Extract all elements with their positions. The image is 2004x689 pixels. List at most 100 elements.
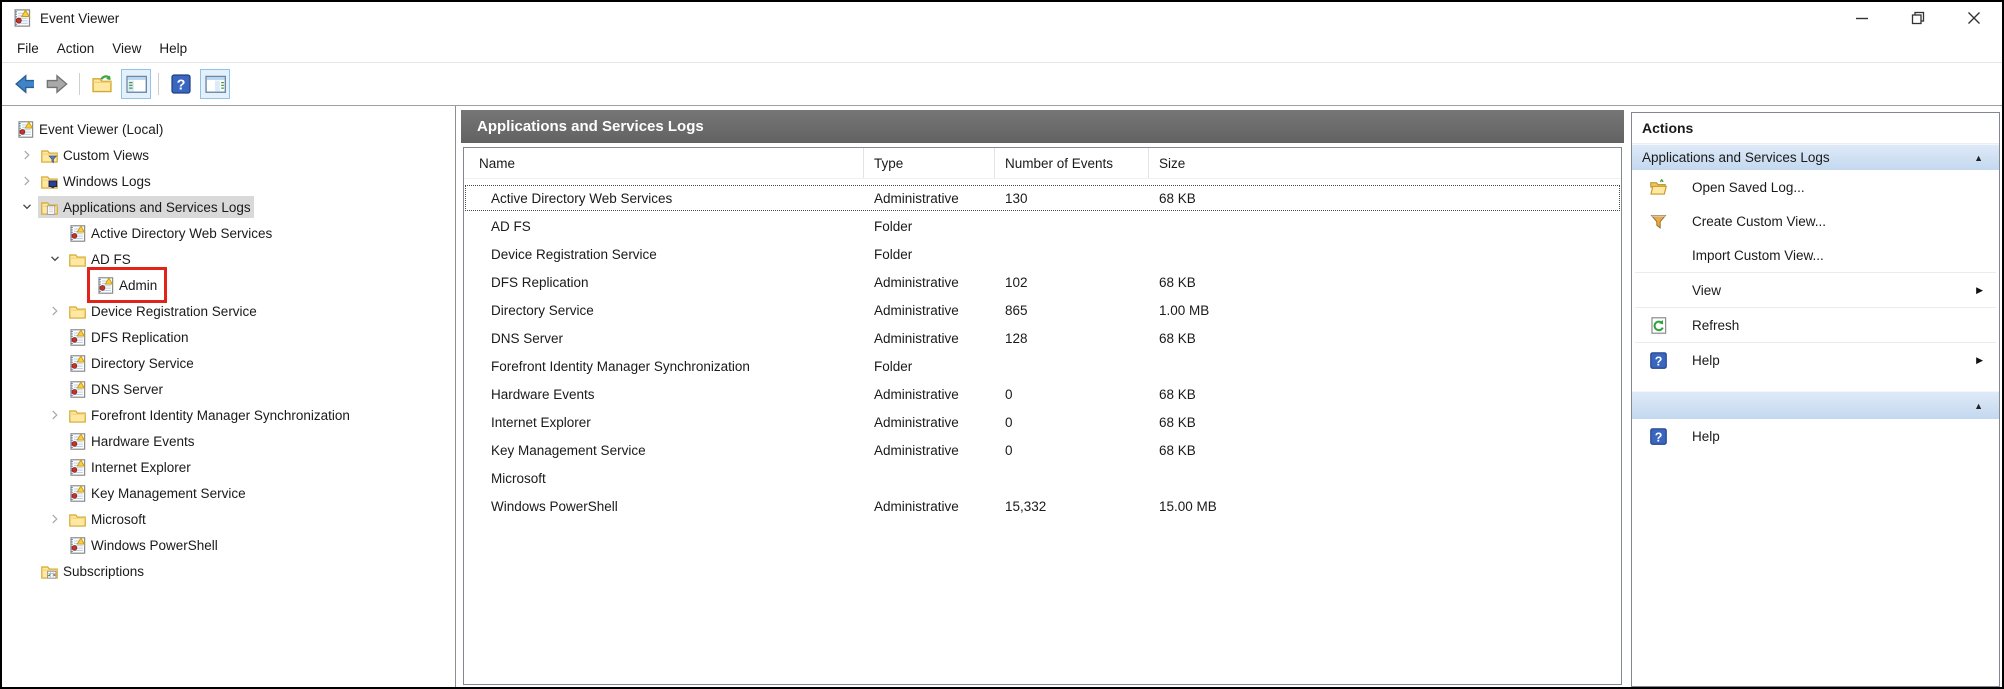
action-item-create-custom-view[interactable]: Create Custom View... bbox=[1632, 204, 1999, 238]
menu-file[interactable]: File bbox=[17, 40, 39, 56]
svg-text:?: ? bbox=[1654, 430, 1662, 444]
column-header-name[interactable]: Name bbox=[464, 148, 864, 178]
tree-item-device-registration-service[interactable]: Device Registration Service bbox=[2, 298, 455, 324]
log-name-cell: Key Management Service bbox=[491, 442, 646, 458]
help-icon: ? bbox=[1647, 350, 1669, 370]
toolbar-folder-open-button[interactable] bbox=[87, 69, 117, 99]
log-events-cell: 0 bbox=[1005, 442, 1013, 458]
action-item-label: Help bbox=[1692, 352, 1720, 368]
toolbar-action-pane-button[interactable] bbox=[200, 69, 230, 99]
chevron-expanded-icon[interactable] bbox=[16, 198, 38, 216]
toolbar-back-button[interactable] bbox=[8, 69, 38, 99]
log-list-header-row: Name Type Number of Events Size bbox=[464, 148, 1621, 179]
tree-item-event-viewer-local[interactable]: Event Viewer (Local) bbox=[2, 116, 455, 142]
log-row-microsoft[interactable]: Microsoft bbox=[464, 464, 1621, 492]
log-name-cell: Microsoft bbox=[491, 470, 546, 486]
tree-item-dns-server[interactable]: DNS Server bbox=[2, 376, 455, 402]
log-name-cell: Active Directory Web Services bbox=[491, 190, 673, 206]
tree-item-dfs-replication[interactable]: DFS Replication bbox=[2, 324, 455, 350]
log-row-directory-service[interactable]: Directory Service Administrative 865 1.00 M… bbox=[464, 296, 1621, 324]
toolbar-console-tree-button[interactable] bbox=[121, 69, 151, 99]
log-row-dns-server[interactable]: DNS Server Administrative 128 68 KB bbox=[464, 324, 1621, 352]
log-row-internet-explorer[interactable]: Internet Explorer Administrative 0 68 KB bbox=[464, 408, 1621, 436]
content-area: Event Viewer (Local) Custom Views Windows … bbox=[2, 106, 2002, 687]
folder-monitor-icon bbox=[38, 172, 60, 190]
menu-action[interactable]: Action bbox=[56, 40, 95, 56]
log-type-cell: Administrative bbox=[874, 414, 959, 430]
column-header-size[interactable]: Size bbox=[1159, 155, 1186, 171]
action-item-help[interactable]: ? Help ▶ bbox=[1632, 343, 1999, 377]
log-list: Name Type Number of Events Size Active Dire… bbox=[463, 147, 1622, 685]
help-icon: ? bbox=[1647, 426, 1669, 446]
actions-sections: Applications and Services Logs ▲ Open Save… bbox=[1632, 144, 1999, 453]
close-button[interactable] bbox=[1946, 2, 2002, 34]
column-header-number-of-events[interactable]: Number of Events bbox=[995, 148, 1149, 178]
action-item-label: View bbox=[1692, 282, 1722, 298]
tree-item-subscriptions[interactable]: Subscriptions bbox=[2, 558, 455, 584]
menu-help[interactable]: Help bbox=[159, 40, 188, 56]
toolbar-forward-button[interactable] bbox=[42, 69, 72, 99]
tree-item-applications-and-services-logs[interactable]: Applications and Services Logs bbox=[2, 194, 455, 220]
funnel-icon bbox=[1647, 211, 1669, 231]
actions-separator bbox=[1635, 307, 1996, 308]
console-tree-icon bbox=[125, 73, 147, 95]
folder-page-icon bbox=[38, 198, 60, 216]
menu-view[interactable]: View bbox=[112, 40, 142, 56]
actions-section-header-blank[interactable]: ▲ bbox=[1632, 391, 1999, 419]
chevron-collapsed-icon[interactable] bbox=[44, 510, 66, 528]
tree-item-custom-views[interactable]: Custom Views bbox=[2, 142, 455, 168]
log-name-cell: Device Registration Service bbox=[491, 246, 657, 262]
tree-item-microsoft[interactable]: Microsoft bbox=[2, 506, 455, 532]
tree-item-admin[interactable]: Admin bbox=[2, 267, 455, 303]
column-header-type[interactable]: Type bbox=[864, 148, 995, 178]
tree-item-label: Directory Service bbox=[91, 355, 194, 371]
svg-text:?: ? bbox=[1654, 354, 1662, 368]
folder-icon bbox=[66, 250, 88, 268]
collapse-arrow[interactable]: ▲ bbox=[1974, 400, 1983, 411]
log-row-key-management-service[interactable]: Key Management Service Administrative 0 68 … bbox=[464, 436, 1621, 464]
tree-item-ad-fs[interactable]: AD FS bbox=[2, 246, 455, 272]
toolbar-separator bbox=[158, 73, 159, 95]
tree-item-label: AD FS bbox=[91, 251, 131, 267]
tree-item-active-directory-web-services[interactable]: Active Directory Web Services bbox=[2, 220, 455, 246]
chevron-collapsed-icon[interactable] bbox=[16, 146, 38, 164]
log-row-device-registration-service[interactable]: Device Registration Service Folder bbox=[464, 240, 1621, 268]
action-item-help[interactable]: ? Help bbox=[1632, 419, 1999, 453]
event-viewer-icon bbox=[14, 120, 36, 138]
annotation-box: Admin bbox=[86, 267, 168, 303]
tree-item-windows-logs[interactable]: Windows Logs bbox=[2, 168, 455, 194]
log-row-hardware-events[interactable]: Hardware Events Administrative 0 68 KB bbox=[464, 380, 1621, 408]
chevron-collapsed-icon[interactable] bbox=[16, 172, 38, 190]
chevron-spacer bbox=[44, 224, 66, 242]
action-item-open-saved-log[interactable]: Open Saved Log... bbox=[1632, 170, 1999, 204]
collapse-arrow[interactable]: ▲ bbox=[1974, 152, 1983, 163]
log-row-dfs-replication[interactable]: DFS Replication Administrative 102 68 KB bbox=[464, 268, 1621, 296]
chevron-collapsed-icon[interactable] bbox=[44, 406, 66, 424]
chevron-collapsed-icon[interactable] bbox=[44, 302, 66, 320]
action-item-view[interactable]: View ▶ bbox=[1632, 273, 1999, 307]
actions-separator bbox=[1635, 272, 1996, 273]
log-row-forefront-identity-manager-synchronization[interactable]: Forefront Identity Manager Synchronizati… bbox=[464, 352, 1621, 380]
log-row-ad-fs[interactable]: AD FS Folder bbox=[464, 212, 1621, 240]
chevron-spacer bbox=[44, 328, 66, 346]
toolbar-help-button[interactable]: ? bbox=[166, 69, 196, 99]
tree-item-label: Event Viewer (Local) bbox=[39, 121, 164, 137]
chevron-spacer bbox=[44, 536, 66, 554]
tree-item-key-management-service[interactable]: Key Management Service bbox=[2, 480, 455, 506]
event-viewer-icon bbox=[12, 8, 32, 28]
log-row-active-directory-web-services[interactable]: Active Directory Web Services Administrat… bbox=[464, 184, 1621, 212]
tree-item-windows-powershell[interactable]: Windows PowerShell bbox=[2, 532, 455, 558]
actions-section-header-applications-and-services-logs[interactable]: Applications and Services Logs ▲ bbox=[1632, 144, 1999, 170]
tree-item-hardware-events[interactable]: Hardware Events bbox=[2, 428, 455, 454]
log-name-cell: Forefront Identity Manager Synchronizati… bbox=[491, 358, 750, 374]
action-item-import-custom-view[interactable]: Import Custom View... bbox=[1632, 238, 1999, 272]
action-item-refresh[interactable]: Refresh bbox=[1632, 308, 1999, 342]
tree-item-directory-service[interactable]: Directory Service bbox=[2, 350, 455, 376]
chevron-expanded-icon[interactable] bbox=[44, 250, 66, 268]
restore-button[interactable] bbox=[1890, 2, 1946, 34]
log-row-windows-powershell[interactable]: Windows PowerShell Administrative 15,332 15… bbox=[464, 492, 1621, 520]
minimize-button[interactable] bbox=[1834, 2, 1890, 34]
tree-item-internet-explorer[interactable]: Internet Explorer bbox=[2, 454, 455, 480]
tree-item-forefront-identity-manager-synchronization[interactable]: Forefront Identity Manager Synchronizati… bbox=[2, 402, 455, 428]
